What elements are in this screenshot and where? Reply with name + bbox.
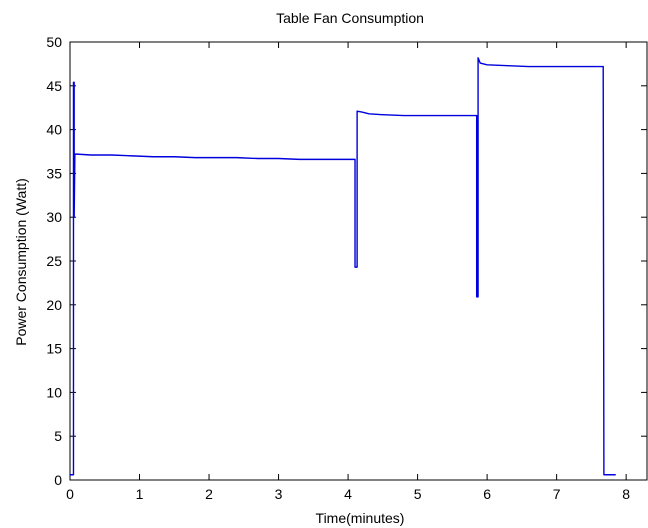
y-tick-label: 10 [46, 384, 62, 400]
series-line [70, 57, 616, 476]
y-tick-label: 5 [54, 428, 62, 444]
y-tick-label: 25 [46, 253, 62, 269]
x-tick-label: 2 [205, 486, 213, 502]
y-tick-label: 45 [46, 78, 62, 94]
y-tick-label: 40 [46, 122, 62, 138]
y-tick-label: 20 [46, 297, 62, 313]
x-axis-label: Time(minutes) [316, 510, 405, 526]
y-tick-label: 0 [54, 472, 62, 488]
x-tick-label: 3 [275, 486, 283, 502]
y-axis-label: Power Consumption (Watt) [13, 178, 29, 346]
y-tick-label: 50 [46, 34, 62, 50]
x-tick-label: 1 [136, 486, 144, 502]
chart-title: Table Fan Consumption [276, 10, 424, 26]
x-tick-label: 0 [66, 486, 74, 502]
y-tick-label: 15 [46, 341, 62, 357]
x-tick-label: 6 [483, 486, 491, 502]
y-tick-label: 30 [46, 209, 62, 225]
x-tick-label: 8 [622, 486, 630, 502]
x-tick-label: 5 [414, 486, 422, 502]
y-tick-label: 35 [46, 165, 62, 181]
plot-frame [69, 41, 648, 481]
x-tick-label: 4 [344, 486, 352, 502]
x-tick-label: 7 [553, 486, 561, 502]
